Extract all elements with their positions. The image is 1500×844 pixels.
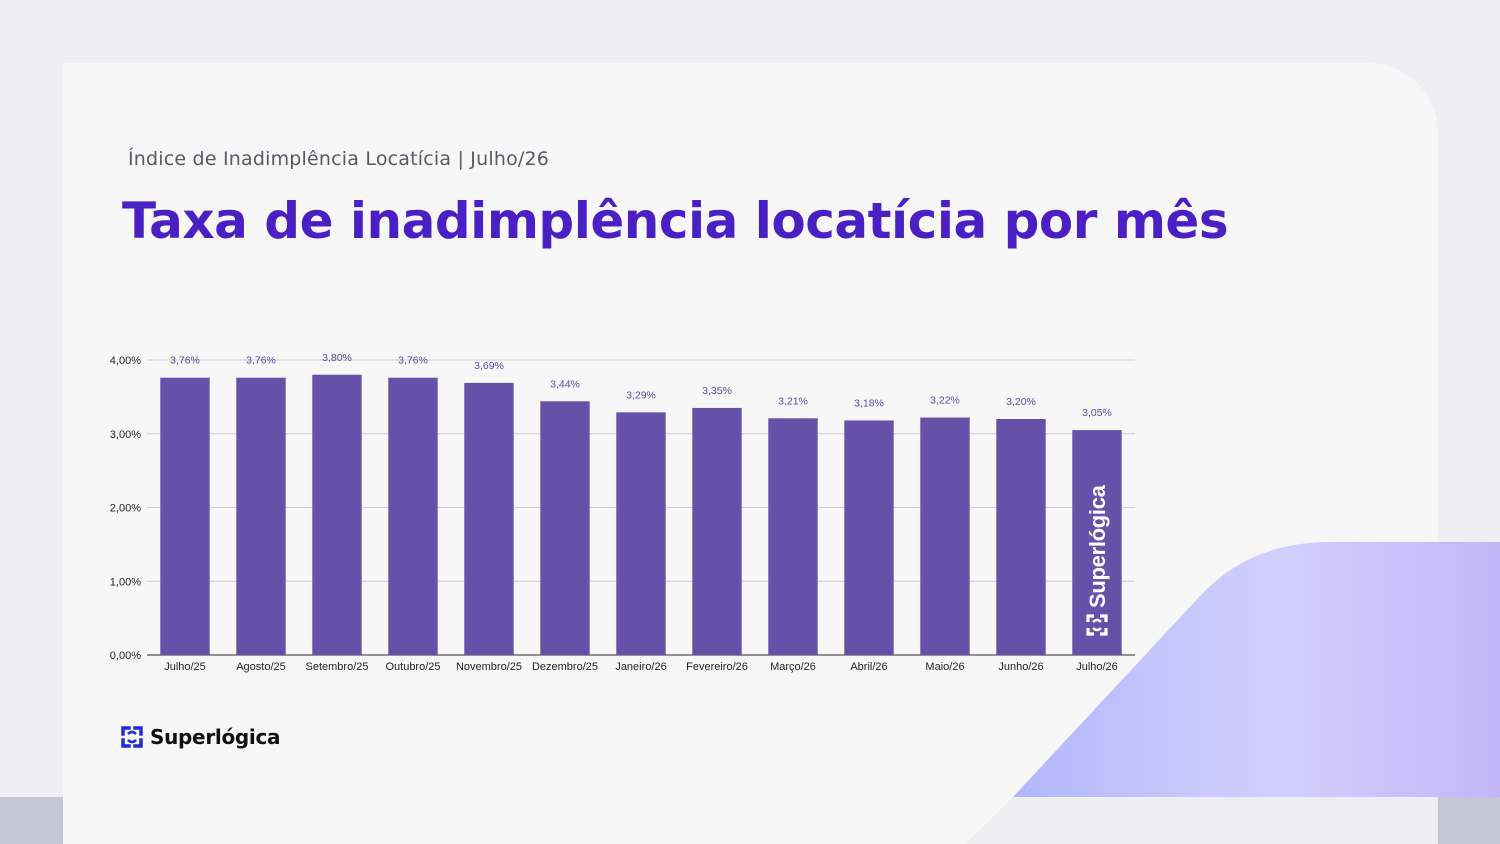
page-subtitle: Índice de Inadimplência Locatícia | Julh… bbox=[128, 148, 550, 170]
data-label: 3,35% bbox=[702, 385, 732, 397]
chart-bars bbox=[160, 374, 1122, 655]
chart-labels: 0,00% 1,00% 2,00% 3,00% 4,00% 3,76% Julho/25 3,… bbox=[110, 352, 1118, 673]
chart-watermark: Superlógica bbox=[1085, 484, 1110, 608]
data-label: 3,76% bbox=[170, 355, 200, 367]
data-label: 3,76% bbox=[398, 355, 428, 367]
x-tick-label: Agosto/25 bbox=[236, 661, 286, 673]
bar bbox=[616, 412, 666, 655]
x-tick-label: Abril/26 bbox=[850, 661, 887, 673]
bar bbox=[768, 418, 818, 655]
x-tick-label: Março/26 bbox=[770, 661, 816, 673]
bar bbox=[236, 377, 286, 655]
x-tick-label: Novembro/25 bbox=[456, 661, 522, 673]
watermark-icon-corner bbox=[1100, 614, 1108, 622]
x-tick-label: Junho/26 bbox=[998, 661, 1043, 673]
bar bbox=[692, 407, 742, 655]
y-tick-label: 0,00% bbox=[110, 650, 141, 662]
bar-chart: 0,00% 1,00% 2,00% 3,00% 4,00% 3,76% Julho/25 3,… bbox=[110, 352, 1135, 673]
x-tick-label: Maio/26 bbox=[925, 661, 964, 673]
data-label: 3,18% bbox=[854, 397, 884, 409]
bar bbox=[920, 417, 970, 655]
x-tick-label: Setembro/25 bbox=[306, 661, 369, 673]
data-label: 3,44% bbox=[550, 378, 580, 390]
bar bbox=[1072, 430, 1122, 655]
data-label: 3,69% bbox=[474, 360, 504, 372]
x-tick-label: Outubro/25 bbox=[385, 661, 440, 673]
x-tick-label: Julho/25 bbox=[164, 661, 206, 673]
bar bbox=[540, 401, 590, 655]
watermark-icon-corner bbox=[1100, 628, 1108, 636]
y-tick-label: 3,00% bbox=[110, 429, 141, 441]
bar bbox=[388, 377, 438, 655]
bar bbox=[312, 374, 362, 655]
y-tick-label: 4,00% bbox=[110, 355, 141, 367]
x-tick-label: Julho/26 bbox=[1076, 661, 1118, 673]
brand-logo: Superlógica bbox=[120, 722, 281, 752]
data-label: 3,80% bbox=[322, 352, 352, 364]
superlogica-watermark-icon bbox=[1086, 614, 1108, 636]
y-tick-label: 1,00% bbox=[110, 576, 141, 588]
data-label: 3,76% bbox=[246, 355, 276, 367]
data-label: 3,21% bbox=[778, 395, 808, 407]
bar bbox=[844, 420, 894, 655]
x-tick-label: Janeiro/26 bbox=[615, 661, 666, 673]
watermark-icon-corner bbox=[1086, 614, 1094, 622]
superlogica-logo-icon bbox=[121, 726, 143, 748]
x-tick-label: Fevereiro/26 bbox=[686, 661, 748, 673]
data-label: 3,22% bbox=[930, 395, 960, 407]
y-tick-label: 2,00% bbox=[110, 503, 141, 515]
bar bbox=[464, 382, 514, 655]
bar bbox=[160, 377, 210, 655]
data-label: 3,20% bbox=[1006, 396, 1036, 408]
x-tick-label: Dezembro/25 bbox=[532, 661, 598, 673]
watermark-icon-center bbox=[1092, 618, 1102, 632]
bar bbox=[996, 419, 1046, 655]
brand-name: Superlógica bbox=[150, 725, 281, 749]
data-label: 3,29% bbox=[626, 389, 656, 401]
data-label: 3,05% bbox=[1082, 407, 1112, 419]
watermark-icon-corner bbox=[1086, 628, 1094, 636]
page-title: Taxa de inadimplência locatícia por mês bbox=[122, 192, 1229, 250]
